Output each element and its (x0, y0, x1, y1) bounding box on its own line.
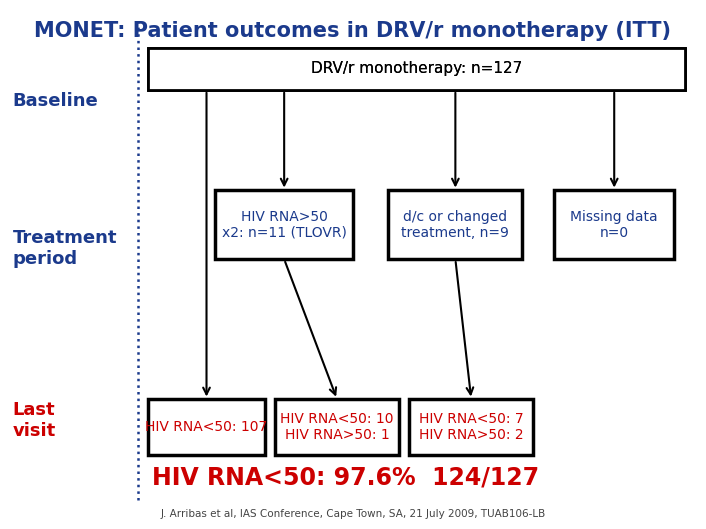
Text: Treatment
period: Treatment period (13, 229, 117, 268)
Text: HIV RNA<50: 7
HIV RNA>50: 2: HIV RNA<50: 7 HIV RNA>50: 2 (419, 412, 524, 442)
Text: J. Arribas et al, IAS Conference, Cape Town, SA, 21 July 2009, TUAB106-LB: J. Arribas et al, IAS Conference, Cape T… (160, 509, 546, 519)
FancyBboxPatch shape (148, 48, 685, 90)
Text: HIV RNA>50
x2: n=11 (TLOVR): HIV RNA>50 x2: n=11 (TLOVR) (222, 209, 347, 240)
Text: Missing data
n=0: Missing data n=0 (570, 209, 658, 240)
FancyBboxPatch shape (554, 190, 674, 259)
Text: HIV RNA<50: 97.6%  124/127: HIV RNA<50: 97.6% 124/127 (152, 466, 539, 489)
Text: Baseline: Baseline (13, 92, 98, 110)
Text: DRV/r monotherapy: n=127: DRV/r monotherapy: n=127 (311, 61, 522, 76)
FancyBboxPatch shape (275, 399, 399, 455)
FancyBboxPatch shape (148, 399, 265, 455)
FancyBboxPatch shape (215, 190, 353, 259)
Text: DRV/r monotherapy: n=127: DRV/r monotherapy: n=127 (311, 61, 522, 76)
Text: HIV RNA<50: 107: HIV RNA<50: 107 (145, 420, 268, 434)
FancyBboxPatch shape (148, 48, 685, 90)
Text: d/c or changed
treatment, n=9: d/c or changed treatment, n=9 (402, 209, 509, 240)
FancyBboxPatch shape (409, 399, 533, 455)
Text: HIV RNA<50: 10
HIV RNA>50: 1: HIV RNA<50: 10 HIV RNA>50: 1 (280, 412, 394, 442)
Text: Last
visit: Last visit (13, 401, 56, 440)
Text: MONET: Patient outcomes in DRV/r monotherapy (ITT): MONET: Patient outcomes in DRV/r monothe… (35, 21, 671, 41)
FancyBboxPatch shape (388, 190, 522, 259)
